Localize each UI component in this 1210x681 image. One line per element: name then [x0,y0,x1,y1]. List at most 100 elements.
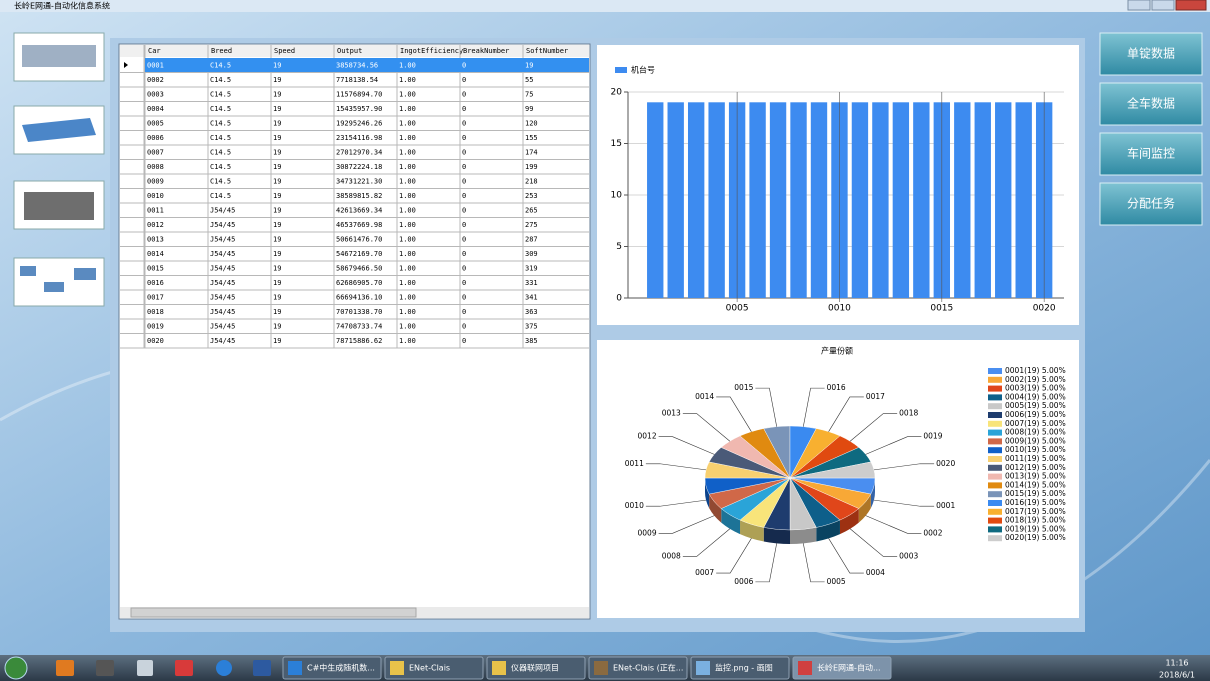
cell[interactable]: 70701338.70 [336,308,382,316]
cell[interactable]: 1.00 [399,308,416,316]
close-button[interactable] [1175,0,1207,11]
cell[interactable]: 0001 [147,61,164,69]
cell[interactable]: 1.00 [399,264,416,272]
cell[interactable]: 0011 [147,206,164,214]
cell[interactable]: 34731221.30 [336,177,382,185]
cell[interactable]: 62686905.70 [336,279,382,287]
cell[interactable]: 19 [273,279,281,287]
cell[interactable]: 0002 [147,76,164,84]
column-header[interactable]: Speed [274,47,295,55]
cell[interactable]: 319 [525,264,538,272]
cell[interactable]: 1.00 [399,250,416,258]
cell[interactable]: 1.00 [399,235,416,243]
cell[interactable]: J54/45 [210,337,235,345]
cell[interactable]: 218 [525,177,538,185]
cell[interactable]: 19 [273,148,281,156]
cell[interactable]: 19 [273,90,281,98]
cell[interactable]: 42613669.34 [336,206,382,214]
cell[interactable]: 1.00 [399,337,416,345]
cell[interactable]: 0 [462,177,466,185]
cell[interactable]: 1.00 [399,148,416,156]
cell[interactable]: 0 [462,322,466,330]
taskbar-item-label[interactable]: ENet-Clais (正在... [613,663,683,673]
cell[interactable]: 0 [462,119,466,127]
cell[interactable]: 0004 [147,105,164,113]
cell[interactable]: 19 [273,177,281,185]
cell[interactable]: 27012970.34 [336,148,382,156]
cell[interactable]: 331 [525,279,538,287]
cell[interactable]: 1.00 [399,76,416,84]
cell[interactable]: 265 [525,206,538,214]
cell[interactable]: 0018 [147,308,164,316]
cell[interactable]: J54/45 [210,308,235,316]
cell[interactable]: 0016 [147,279,164,287]
cell[interactable]: 0 [462,264,466,272]
nav-button-label[interactable]: 分配任务 [1127,196,1175,211]
cell[interactable]: 38589815.82 [336,192,382,200]
taskbar-item[interactable] [690,656,790,680]
cell[interactable]: 0 [462,235,466,243]
cell[interactable]: 375 [525,322,538,330]
taskbar-item[interactable] [384,656,484,680]
column-header[interactable]: BreakNumber [463,47,509,55]
cell[interactable]: 0 [462,148,466,156]
cell[interactable]: 0019 [147,322,164,330]
cell[interactable]: 0010 [147,192,164,200]
cell[interactable]: 0012 [147,221,164,229]
cell[interactable]: 19 [525,61,533,69]
pinned-icon[interactable] [137,660,153,676]
cell[interactable]: 11576894.70 [336,90,382,98]
cell[interactable]: 19 [273,293,281,301]
cell[interactable]: 19295246.26 [336,119,382,127]
cell[interactable]: 0015 [147,264,164,272]
cell[interactable]: 199 [525,163,538,171]
cell[interactable]: 0 [462,279,466,287]
cell[interactable]: 23154116.98 [336,134,382,142]
cell[interactable]: 0 [462,206,466,214]
cell[interactable]: 309 [525,250,538,258]
cell[interactable]: 1.00 [399,221,416,229]
cell[interactable]: 1.00 [399,61,416,69]
cell[interactable]: C14.5 [210,76,231,84]
nav-button[interactable] [1099,32,1203,76]
column-header[interactable]: Breed [211,47,232,55]
column-header[interactable]: Car [148,47,161,55]
cell[interactable]: 58679466.50 [336,264,382,272]
cell[interactable]: C14.5 [210,90,231,98]
cell[interactable]: 1.00 [399,134,416,142]
nav-button[interactable] [1099,132,1203,176]
cell[interactable]: 1.00 [399,163,416,171]
cell[interactable]: 46537669.98 [336,221,382,229]
cell[interactable]: J54/45 [210,250,235,258]
cell[interactable]: 275 [525,221,538,229]
cell[interactable]: C14.5 [210,134,231,142]
cell[interactable]: 15435957.90 [336,105,382,113]
cell[interactable]: 0 [462,163,466,171]
cell[interactable]: 1.00 [399,90,416,98]
cell[interactable]: 1.00 [399,105,416,113]
pinned-icon[interactable] [216,660,232,676]
cell[interactable]: 0007 [147,148,164,156]
cell[interactable]: 19 [273,134,281,142]
cell[interactable]: J54/45 [210,221,235,229]
nav-button-label[interactable]: 单锭数据 [1127,46,1175,61]
cell[interactable]: 19 [273,250,281,258]
nav-button[interactable] [1099,182,1203,226]
start-button[interactable] [4,656,28,680]
cell[interactable]: 19 [273,235,281,243]
taskbar-item[interactable] [486,656,586,680]
cell[interactable]: 19 [273,264,281,272]
cell[interactable]: 74708733.74 [336,322,382,330]
cell[interactable]: 385 [525,337,538,345]
cell[interactable]: 78715886.62 [336,337,382,345]
cell[interactable]: J54/45 [210,206,235,214]
cell[interactable]: 19 [273,322,281,330]
minimize-button[interactable] [1127,0,1151,11]
cell[interactable]: 1.00 [399,279,416,287]
cell[interactable]: 1.00 [399,192,416,200]
cell[interactable]: 1.00 [399,206,416,214]
cell[interactable]: 0013 [147,235,164,243]
cell[interactable]: 0005 [147,119,164,127]
cell[interactable]: 174 [525,148,538,156]
cell[interactable]: 0020 [147,337,164,345]
